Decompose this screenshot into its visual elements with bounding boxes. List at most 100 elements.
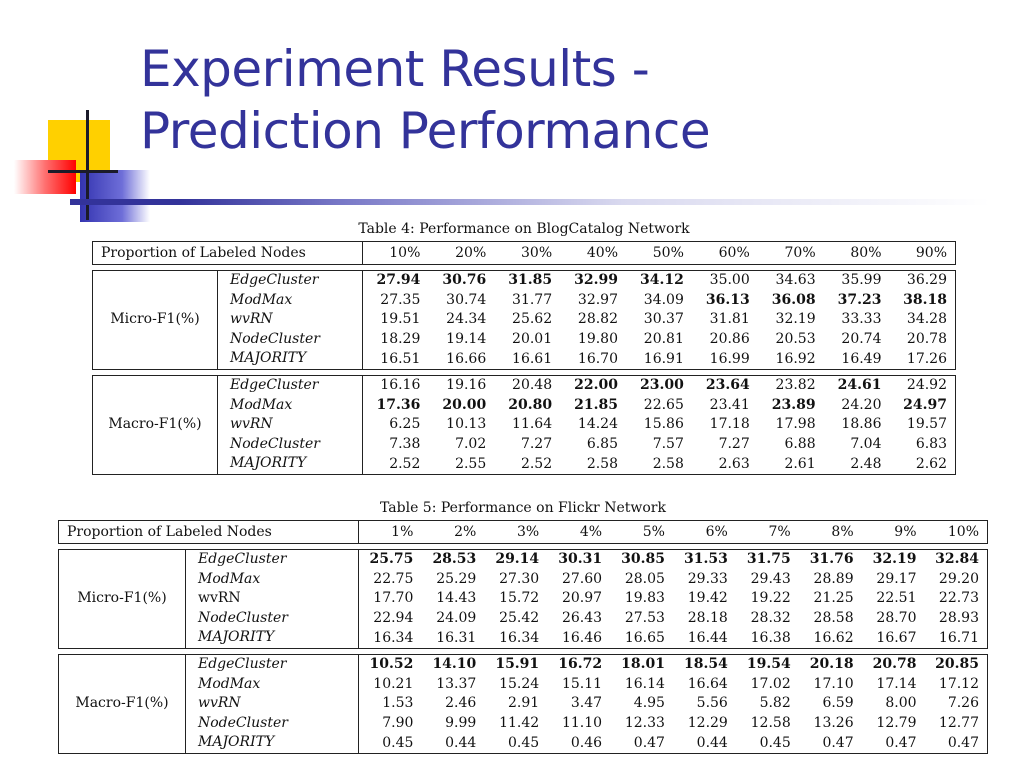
table-cell: 16.92 (757, 349, 824, 370)
table-cell: 21.25 (813, 590, 854, 607)
table-cell: 24.20 (841, 396, 882, 413)
table-cell: 31.53 (672, 548, 736, 570)
table-cell: 25.29 (436, 570, 477, 587)
table-cell: 2.55 (428, 454, 495, 475)
table-cell: 19.14 (446, 331, 487, 348)
table-cell: 30.74 (446, 291, 487, 308)
header-label: Proportion of Labeled Nodes (58, 520, 359, 544)
metric-label: Micro-F1(%) (59, 589, 186, 609)
table-cell: 20.86 (709, 331, 750, 348)
table-cell: 29.14 (484, 548, 548, 570)
method-label: NodeCluster (230, 330, 320, 347)
column-header: 30% (494, 241, 561, 265)
table-cell: 32.84 (924, 548, 988, 570)
metric-label (59, 654, 186, 675)
table-cell: 16.72 (547, 653, 611, 675)
table-cell: 2.52 (494, 454, 561, 475)
table-cell: 7.27 (718, 436, 750, 453)
table-cell: 22.73 (924, 589, 988, 609)
table-cell: 30.76 (428, 269, 495, 291)
table-row: ModMax 17.36 20.00 20.80 21.85 22.65 23.41 23.8… (92, 395, 956, 416)
table-cell: 7.02 (455, 436, 487, 453)
table-cell: 16.67 (861, 628, 925, 649)
table-cell: 5.56 (696, 695, 728, 712)
table-cell: 7.27 (520, 436, 553, 453)
table-flickr: Table 5: Performance on Flickr Network P… (58, 499, 988, 754)
table-cell: 36.13 (705, 291, 750, 308)
table-cell: 12.29 (687, 715, 728, 732)
column-header: 40% (560, 241, 626, 265)
table-cell: 31.77 (512, 291, 553, 308)
table-cell: 14.24 (577, 416, 618, 433)
table-cell: 2.52 (362, 454, 429, 475)
table-cell: 19.42 (687, 590, 728, 607)
column-header: 60% (691, 241, 758, 265)
table-cell: 34.63 (757, 269, 824, 291)
table-cell: 10.52 (358, 653, 422, 675)
column-header: 10% (362, 241, 429, 265)
table-cell: 20.48 (494, 374, 561, 396)
method-label: MAJORITY (198, 734, 275, 751)
table-cell: 13.26 (813, 715, 854, 732)
table-cell: 4.95 (633, 695, 665, 712)
row-label-cell: ModMax (58, 569, 359, 590)
metric-label (59, 569, 186, 590)
table-cell: 17.36 (376, 396, 421, 413)
table-cell: 23.00 (626, 374, 692, 396)
table-cell: 19.54 (735, 653, 799, 675)
table-cell: 19.22 (750, 590, 791, 607)
table-cell: 15.86 (643, 416, 684, 433)
table-cell: 18.86 (841, 416, 882, 433)
title-underline (70, 199, 990, 205)
header-row: Proportion of Labeled Nodes 10% 20% 30% 40% 5… (92, 241, 956, 265)
table-cell: 16.34 (358, 628, 422, 649)
table-cell: 28.82 (577, 311, 618, 328)
table-row: NodeCluster 7.90 9.99 11.42 11.10 12.33 12.29 1… (58, 713, 988, 734)
method-label: MAJORITY (230, 350, 307, 367)
table-cell: 7.57 (652, 436, 684, 453)
row-label-cell: EdgeCluster (92, 374, 363, 396)
table-cell: 20.85 (924, 653, 988, 675)
table-cell: 22.94 (373, 610, 414, 627)
table-cell: 17.02 (750, 675, 791, 692)
metric-label (93, 395, 218, 416)
table-row: Macro-F1(%) wvRN 6.25 10.13 11.64 14.24 15.86 1… (92, 415, 956, 435)
table-cell: 16.34 (484, 628, 548, 649)
table-cell: 11.42 (499, 715, 540, 732)
table-cell: 30.37 (643, 311, 684, 328)
table-cell: 20.81 (643, 331, 684, 348)
table-cell: 23.41 (709, 396, 750, 413)
row-label-cell: NodeCluster (92, 329, 363, 350)
table-cell: 10.13 (446, 416, 487, 433)
table-cell: 6.59 (822, 695, 854, 712)
table-cell: 7.26 (924, 694, 988, 714)
slide-title-line-1: Experiment Results - (140, 40, 650, 98)
metric-label (93, 349, 218, 369)
method-label: wvRN (198, 695, 241, 712)
table-cell: 14.10 (421, 653, 485, 675)
table-cell: 29.20 (924, 569, 988, 590)
table-cell: 28.32 (750, 610, 791, 627)
table-row: EdgeCluster 27.94 30.76 31.85 32.99 34.12 35.0… (92, 269, 956, 291)
row-label-cell: Macro-F1(%) wvRN (92, 415, 363, 435)
metric-label (59, 674, 186, 695)
table-cell: 16.70 (560, 349, 626, 370)
table-cell: 0.45 (735, 733, 799, 754)
table-cell: 24.92 (889, 374, 956, 396)
table-cell: 15.24 (499, 675, 540, 692)
table-cell: 19.16 (428, 374, 495, 396)
table-cell: 16.14 (624, 675, 665, 692)
method-label: wvRN (198, 590, 241, 607)
table-cell: 18.29 (380, 331, 421, 348)
table-cell: 23.82 (757, 374, 824, 396)
table-cell: 24.09 (436, 610, 477, 627)
metric-label (93, 329, 218, 350)
table-row: MAJORITY 16.34 16.31 16.34 16.46 16.65 16.44 16… (58, 628, 988, 649)
table-cell: 20.78 (889, 329, 956, 350)
table-cell: 31.85 (494, 269, 561, 291)
method-label: EdgeCluster (230, 376, 319, 393)
table-row: ModMax 27.35 30.74 31.77 32.97 34.09 36.13 36.0… (92, 290, 956, 311)
table-cell: 31.76 (798, 548, 862, 570)
column-header: 4% (547, 520, 611, 544)
table-cell: 18.01 (610, 653, 673, 675)
